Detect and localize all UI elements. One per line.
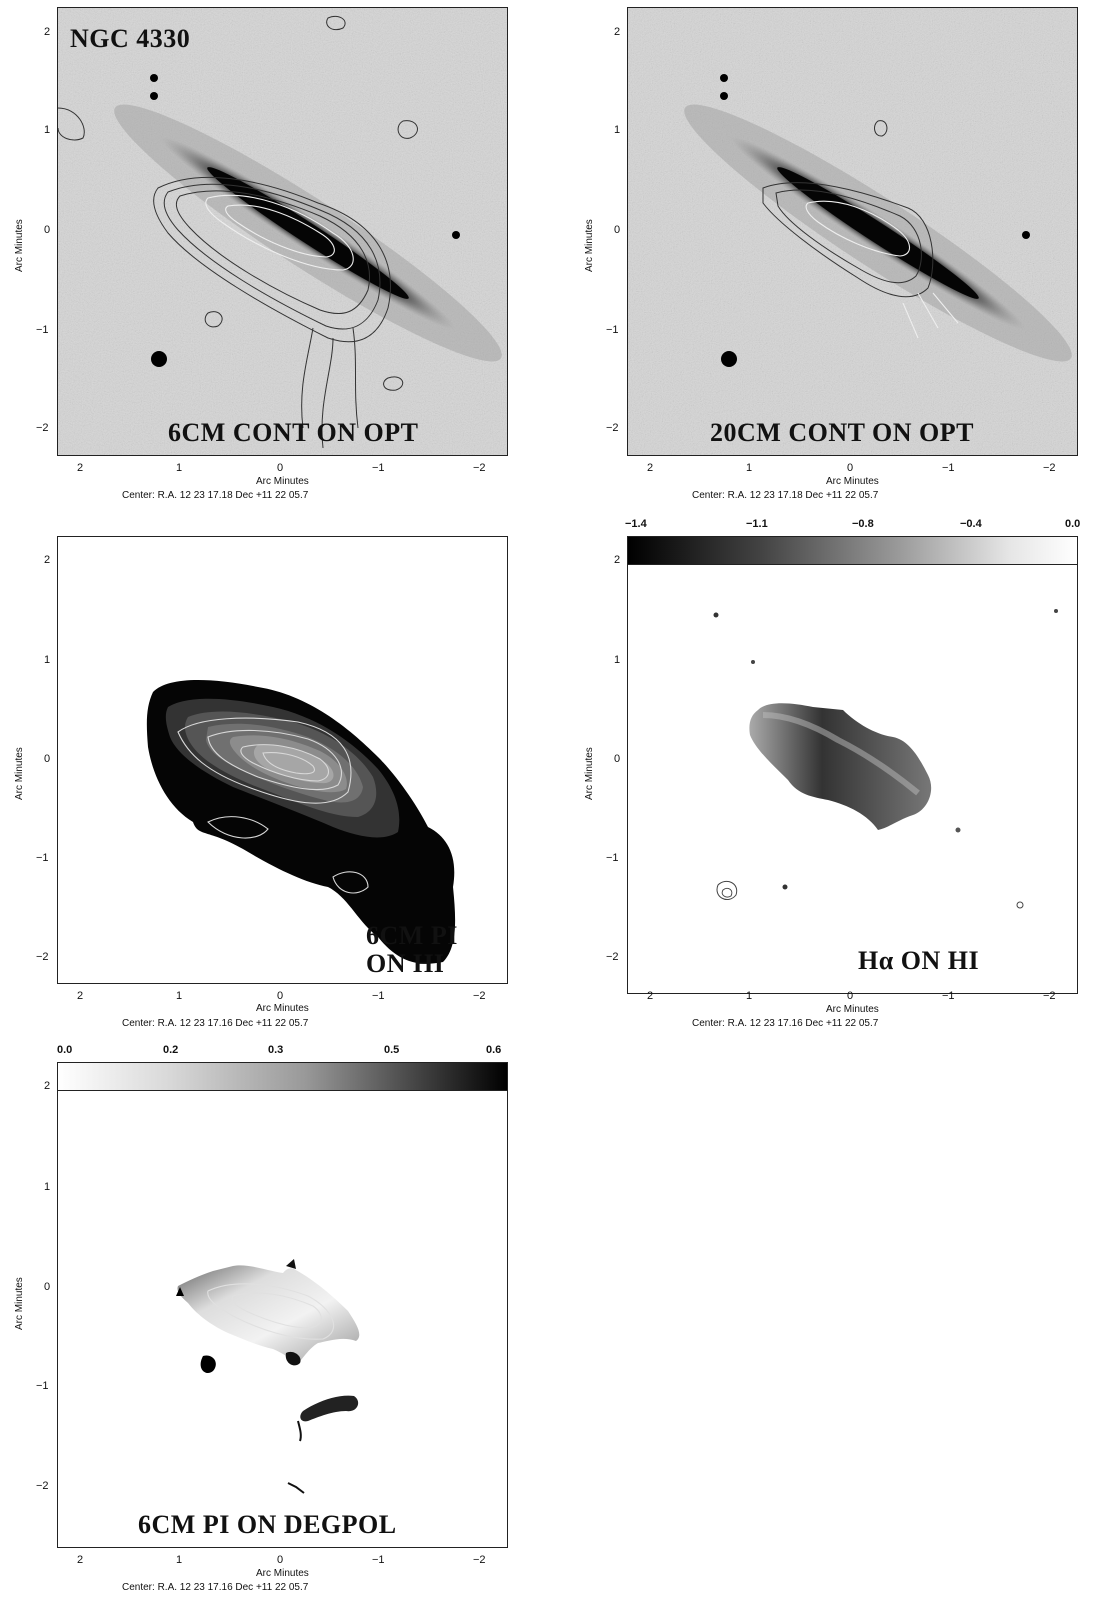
colorbar-tick: −0.4 <box>960 518 982 530</box>
panel-6cm-pi-on-hi: 2 1 0 −1 −2 2 1 0 −1 −2 Arc Minutes Arc … <box>0 530 560 1040</box>
colorbar-tick: −1.4 <box>625 518 647 530</box>
x-tick: 2 <box>77 990 84 1002</box>
x-tick: 2 <box>647 990 654 1002</box>
x-tick: −1 <box>942 990 955 1002</box>
colorbar-tick: 0.5 <box>384 1044 400 1056</box>
center-coordinates: Center: R.A. 12 23 17.16 Dec +11 22 05.7 <box>122 1018 309 1029</box>
x-tick: 0 <box>277 1554 284 1566</box>
panel-6cm-cont-on-opt: 2 1 0 −1 −2 2 1 0 −1 −2 Arc Minutes Arc … <box>0 0 560 520</box>
optical-image-with-contours <box>628 8 1077 455</box>
optical-image-with-contours <box>58 8 507 455</box>
panel-6cm-pi-on-degpol: 0.0 0.2 0.3 0.5 0.6 2 1 0 −1 −2 2 1 0 −1… <box>0 1040 560 1600</box>
x-tick: 0 <box>277 990 284 1002</box>
degpol-map-with-pi-contours <box>176 1259 360 1494</box>
center-coordinates: Center: R.A. 12 23 17.18 Dec +11 22 05.7 <box>122 490 309 501</box>
panel-label: 6CM CONT ON OPT <box>168 418 419 447</box>
center-coordinates: Center: R.A. 12 23 17.16 Dec +11 22 05.7 <box>122 1582 309 1593</box>
x-tick: 1 <box>746 462 753 474</box>
panel-label: 6CM PI ON HI <box>366 921 458 978</box>
x-tick: 0 <box>847 462 854 474</box>
y-tick: −1 <box>606 852 619 864</box>
x-tick: 1 <box>746 990 753 1002</box>
x-tick: −2 <box>1043 990 1056 1002</box>
x-axis-label: Arc Minutes <box>256 476 309 487</box>
y-tick: 1 <box>44 124 51 136</box>
colorbar-tick: 0.0 <box>57 1044 73 1056</box>
hi-map-with-pi-contours <box>146 680 456 964</box>
x-tick: 2 <box>77 462 84 474</box>
y-tick: −2 <box>606 951 619 963</box>
image-frame <box>627 564 1078 994</box>
y-tick: −2 <box>36 422 49 434</box>
x-tick: −1 <box>372 990 385 1002</box>
colorbar-tick: 0.3 <box>268 1044 284 1056</box>
panel-label: Hα ON HI <box>858 946 980 975</box>
x-tick: −1 <box>942 462 955 474</box>
image-frame <box>57 536 508 984</box>
x-tick: −2 <box>1043 462 1056 474</box>
y-axis-label: Arc Minutes <box>584 747 595 800</box>
y-tick: 2 <box>614 554 621 566</box>
y-tick: 0 <box>44 1281 51 1293</box>
image-frame <box>57 7 508 456</box>
y-tick: 2 <box>44 554 51 566</box>
object-title: NGC 4330 <box>70 24 191 53</box>
center-coordinates: Center: R.A. 12 23 17.18 Dec +11 22 05.7 <box>692 490 879 501</box>
halpha-map-with-contours <box>628 565 1077 993</box>
colorbar <box>57 1062 508 1092</box>
x-axis-label: Arc Minutes <box>826 476 879 487</box>
y-axis-label: Arc Minutes <box>14 1277 25 1330</box>
x-tick: 1 <box>176 462 183 474</box>
x-tick: −2 <box>473 1554 486 1566</box>
y-axis-label: Arc Minutes <box>14 219 25 272</box>
x-tick: −2 <box>473 462 486 474</box>
y-tick: 1 <box>614 654 621 666</box>
y-tick: −2 <box>36 1480 49 1492</box>
panel-label: 6CM PI ON DEGPOL <box>138 1510 397 1539</box>
x-tick: 0 <box>277 462 284 474</box>
x-tick: −1 <box>372 1554 385 1566</box>
y-tick: 1 <box>614 124 621 136</box>
y-axis-label: Arc Minutes <box>14 747 25 800</box>
image-frame <box>57 1090 508 1548</box>
y-tick: 0 <box>614 753 621 765</box>
y-axis-label: Arc Minutes <box>584 219 595 272</box>
y-tick: 0 <box>44 224 51 236</box>
y-tick: 0 <box>614 224 621 236</box>
y-tick: 1 <box>44 654 51 666</box>
panel-label: 20CM CONT ON OPT <box>710 418 974 447</box>
colorbar-tick: 0.0 <box>1065 518 1081 530</box>
y-tick: 2 <box>44 26 51 38</box>
panel-20cm-cont-on-opt: 2 1 0 −1 −2 2 1 0 −1 −2 Arc Minutes Arc … <box>570 0 1117 520</box>
x-tick: 1 <box>176 1554 183 1566</box>
y-tick: 1 <box>44 1181 51 1193</box>
y-tick: −2 <box>606 422 619 434</box>
colorbar-tick: 0.2 <box>163 1044 179 1056</box>
y-tick: −1 <box>36 1380 49 1392</box>
y-tick: 0 <box>44 753 51 765</box>
x-tick: −1 <box>372 462 385 474</box>
x-axis-label: Arc Minutes <box>256 1568 309 1579</box>
y-tick: −1 <box>36 324 49 336</box>
x-axis-label: Arc Minutes <box>826 1004 879 1015</box>
image-frame <box>627 7 1078 456</box>
y-tick: 2 <box>614 26 621 38</box>
panel-halpha-on-hi: −1.4 −1.1 −0.8 −0.4 0.0 2 1 0 −1 −2 2 1 … <box>570 510 1117 1040</box>
center-coordinates: Center: R.A. 12 23 17.16 Dec +11 22 05.7 <box>692 1018 879 1029</box>
x-tick: −2 <box>473 990 486 1002</box>
colorbar-tick: −0.8 <box>852 518 874 530</box>
x-tick: 1 <box>176 990 183 1002</box>
colorbar <box>627 536 1078 566</box>
colorbar-tick: 0.6 <box>486 1044 502 1056</box>
y-tick: 2 <box>44 1080 51 1092</box>
y-tick: −1 <box>36 852 49 864</box>
x-tick: 2 <box>77 1554 84 1566</box>
colorbar-tick: −1.1 <box>746 518 768 530</box>
x-axis-label: Arc Minutes <box>256 1003 309 1014</box>
y-tick: −1 <box>606 324 619 336</box>
x-tick: 0 <box>847 990 854 1002</box>
x-tick: 2 <box>647 462 654 474</box>
y-tick: −2 <box>36 951 49 963</box>
